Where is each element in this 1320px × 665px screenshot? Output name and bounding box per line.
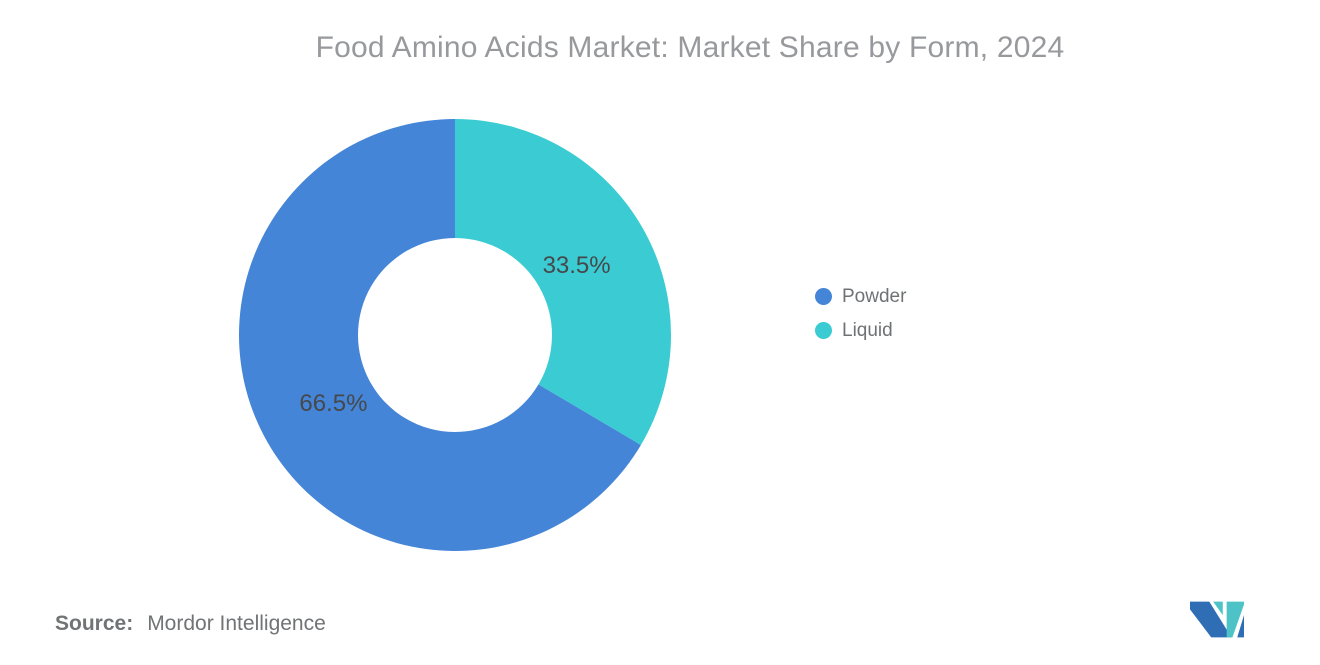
source-label: Source:	[55, 612, 134, 635]
data-label-powder: 66.5%	[299, 390, 368, 418]
pie-slice-powder[interactable]	[239, 119, 641, 551]
legend: Powder Liquid	[815, 287, 906, 340]
legend-marker-powder	[815, 288, 832, 305]
logo-right-triangle	[1237, 615, 1244, 638]
legend-item-powder[interactable]: Powder	[815, 287, 906, 306]
legend-marker-liquid	[815, 322, 832, 339]
legend-label: Powder	[842, 286, 907, 307]
mordor-intelligence-logo	[1190, 601, 1244, 638]
source-note: Source: Mordor Intelligence	[55, 612, 326, 636]
logo-left-stroke	[1190, 601, 1232, 638]
chart-title: Food Amino Acids Market: Market Share by…	[315, 31, 1065, 64]
legend-item-liquid[interactable]: Liquid	[815, 321, 906, 340]
legend-label: Liquid	[842, 320, 893, 341]
data-label-liquid: 33.5%	[542, 251, 611, 279]
pie-slice-liquid[interactable]	[455, 119, 671, 445]
source-value: Mordor Intelligence	[147, 612, 326, 635]
donut-chart	[239, 119, 671, 551]
logo-right-block	[1226, 601, 1244, 638]
